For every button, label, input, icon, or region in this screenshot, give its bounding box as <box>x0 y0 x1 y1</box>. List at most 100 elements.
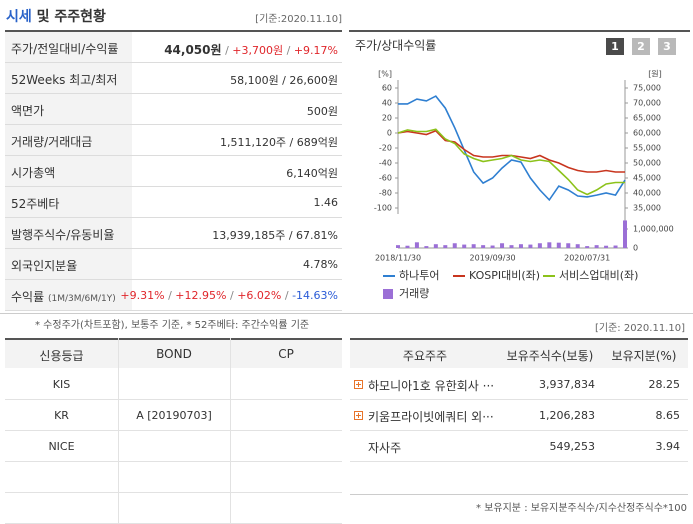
row-label-bg <box>5 187 132 217</box>
volume-bar <box>604 245 609 248</box>
tick-label: 1,000,000 <box>633 225 674 234</box>
tick-label: 60 <box>382 84 392 93</box>
row-line <box>5 399 342 400</box>
chart-button[interactable] <box>606 38 624 55</box>
credit-header: CP <box>278 347 294 361</box>
expand-icon[interactable] <box>354 380 363 389</box>
chart-button-label[interactable]: 2 <box>637 40 645 53</box>
chart-button-label[interactable]: 3 <box>663 40 671 53</box>
tick-label: -60 <box>379 174 392 183</box>
value-part: / <box>168 289 172 302</box>
row-label-text: 거래량/거래대금 <box>11 135 93 149</box>
shareholder-ratio: 28.25 <box>648 378 681 391</box>
chart-button[interactable] <box>658 38 676 55</box>
tick-label: 60,000 <box>633 129 661 138</box>
row-label: 52Weeks 최고/최저 <box>11 71 117 88</box>
tick-label: 70,000 <box>633 99 661 108</box>
volume-bar <box>414 242 419 248</box>
value-part: 1.46 <box>313 196 339 209</box>
volume-bar <box>471 244 476 248</box>
tick-label: 55,000 <box>633 144 661 153</box>
credit-cell: KR <box>54 409 69 422</box>
row-label-text: 발행주식수/유동비율 <box>11 228 115 242</box>
tick-label: 40 <box>382 99 392 108</box>
tick-label: 20 <box>382 114 392 123</box>
row-value: 6,140억원 <box>286 165 338 181</box>
shareholder-header: 보유지분(%) <box>611 349 677 363</box>
tick-label: -80 <box>379 189 392 198</box>
row-line <box>5 310 342 311</box>
legend-label: KOSPI대비(좌) <box>469 269 540 282</box>
value-part: +6.02% <box>237 289 282 302</box>
row-line <box>5 62 342 63</box>
x-tick-label: 2019/09/30 <box>470 254 516 263</box>
value-part: / <box>286 44 291 57</box>
row-line <box>5 461 342 462</box>
row-value: 1.46 <box>314 196 339 209</box>
row-line <box>5 217 342 218</box>
tick-label: -40 <box>379 159 392 168</box>
y2-axis-label: [원] <box>648 70 662 79</box>
shareholder-shares: 3,937,834 <box>539 378 595 391</box>
row-label: 발행주식수/유동비율 <box>11 226 114 243</box>
legend-label: 거래량 <box>399 287 429 300</box>
shareholder-header: 주요주주 <box>402 349 448 363</box>
tick-label: 40,000 <box>633 189 661 198</box>
shareholder-name[interactable]: 하모니아1호 유한회사 ··· <box>368 379 495 393</box>
title-main: 시세 <box>6 9 32 25</box>
credit-cell: KIS <box>52 378 71 391</box>
shareholder-name[interactable]: 키움프라이빗에쿼티 외··· <box>368 410 494 424</box>
volume-bar <box>490 245 495 248</box>
row-value: +9.31% / +12.95% / +6.02% / -14.63% <box>120 289 338 302</box>
volume-bar <box>613 245 618 248</box>
volume-bar <box>424 246 429 248</box>
row-label: 거래량/거래대금 <box>11 133 92 150</box>
row-line <box>5 186 342 187</box>
row-value: 58,100원 / 26,600원 <box>230 72 338 88</box>
row-label: 액면가 <box>11 102 44 119</box>
row-label-text: 외국인지분율 <box>11 259 78 273</box>
volume-bar <box>509 245 514 248</box>
y-axis-label: [%] <box>378 70 392 79</box>
credit-cell: A [20190703] <box>136 409 212 422</box>
value-part: -14.63% <box>292 289 338 302</box>
shareholder-header: 보유주식수(보통) <box>506 349 594 363</box>
row-label: 수익률 (1M/3M/6M/1Y) <box>11 288 116 305</box>
series-line <box>397 129 625 173</box>
row-value: 500원 <box>307 103 338 119</box>
value-part: 1,511,120주 / 689억원 <box>219 136 338 149</box>
shareholder-shares: 549,253 <box>549 440 596 453</box>
chart-button-label[interactable]: 1 <box>611 40 619 53</box>
credit-cell: NICE <box>48 440 75 453</box>
section-title: 시세 및 주주현황 <box>6 6 106 26</box>
tick-label: 45,000 <box>633 174 661 183</box>
row-line <box>5 124 342 125</box>
volume-bar <box>594 245 599 248</box>
shareholder-note: * 보유지분 : 보유지분주식수/지수산정주식수*100 <box>476 503 687 514</box>
credit-header: 신용등급 <box>39 349 84 363</box>
row-label-bg <box>5 218 132 248</box>
row-label-note: (1M/3M/6M/1Y) <box>47 294 116 304</box>
row-label-text: 주가/전일대비/수익률 <box>11 42 119 56</box>
chart-button[interactable] <box>632 38 650 55</box>
expand-icon[interactable] <box>354 411 363 420</box>
row-label-bg <box>5 280 132 310</box>
volume-bar <box>556 242 561 248</box>
volume-bar <box>443 245 448 248</box>
table-top-border <box>5 30 342 32</box>
credit-header-bg <box>5 338 342 368</box>
row-value: 4.78% <box>303 258 338 271</box>
title-sub: 및 주주현황 <box>36 9 106 25</box>
volume-bar <box>481 245 486 248</box>
series-line <box>397 128 625 196</box>
table-bottom-line <box>350 494 688 495</box>
row-label: 시가총액 <box>11 164 55 181</box>
value-part: / <box>284 289 289 302</box>
tick-label: 65,000 <box>633 114 661 123</box>
shareholder-date: [기준: 2020.11.10] <box>594 323 685 334</box>
volume-bar <box>575 244 580 248</box>
date-label: [기준:2020.11.10] <box>255 14 342 25</box>
